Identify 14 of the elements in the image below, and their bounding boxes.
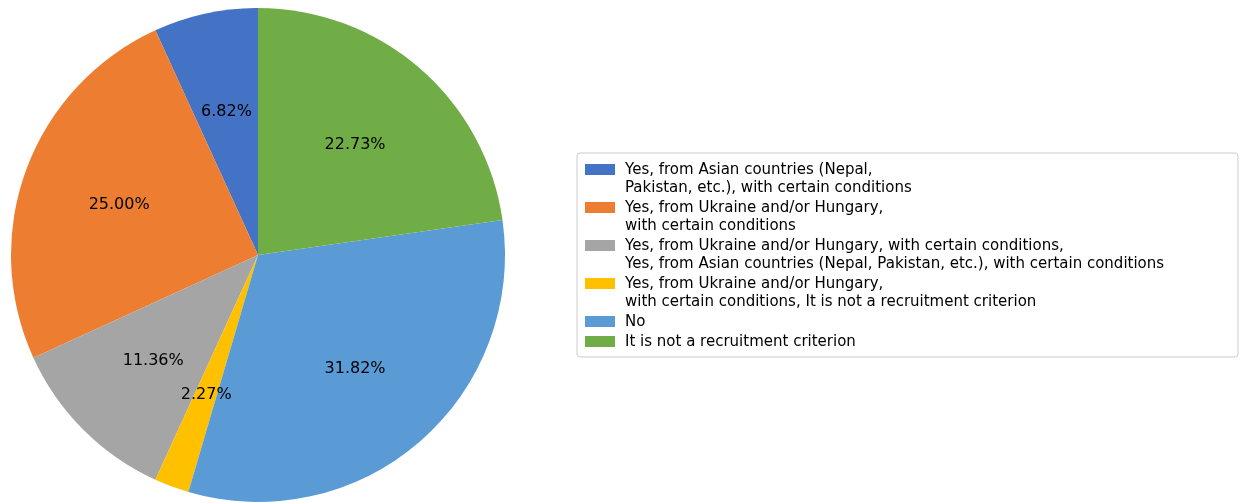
legend-label: It is not a recruitment criterion: [625, 332, 856, 350]
pie-slice: [258, 8, 503, 255]
pie-slice: [155, 8, 258, 255]
pie-slice: [33, 255, 258, 480]
data-label: 6.82%: [201, 100, 252, 120]
legend-label: No: [625, 312, 646, 330]
legend-label: Yes, from Ukraine and/or Hungary, with certain conditions, Yes, from Asian countries (Nepal, Pakistan, etc.), with certain conditions: [624, 236, 1165, 272]
data-label: 11.36%: [122, 350, 184, 370]
legend-label: Yes, from Ukraine and/or Hungary, with certain conditions, It is not a recruitment criterion: [624, 274, 1037, 310]
legend-label: Yes, from Asian countries (Nepal, Pakistan, etc.), with certain conditions: [624, 160, 912, 196]
data-label: 22.73%: [324, 133, 386, 153]
legend-label: Yes, from Ukraine and/or Hungary, with certain conditions: [624, 198, 884, 234]
data-label: 25.00%: [88, 193, 150, 213]
data-label: 31.82%: [324, 357, 386, 377]
